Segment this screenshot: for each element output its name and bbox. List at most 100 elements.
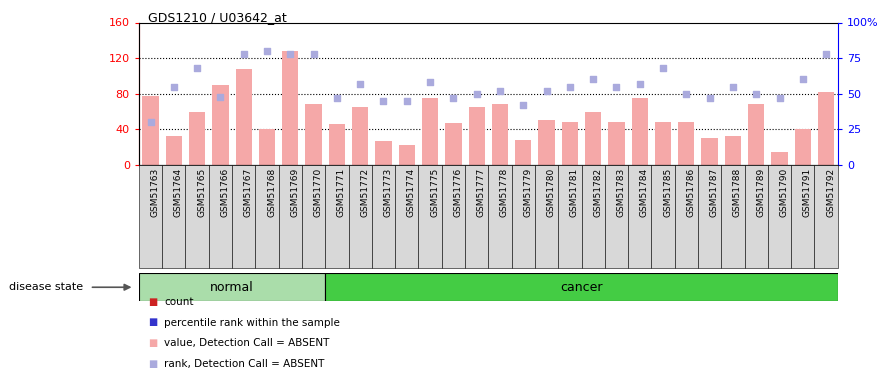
Point bbox=[376, 98, 391, 104]
Text: GSM51772: GSM51772 bbox=[360, 168, 369, 217]
Point bbox=[586, 76, 600, 82]
Bar bbox=[418, 165, 442, 268]
Bar bbox=[139, 165, 162, 268]
Bar bbox=[325, 273, 838, 301]
Bar bbox=[139, 273, 325, 301]
Bar bbox=[349, 165, 372, 268]
Text: GSM51763: GSM51763 bbox=[151, 168, 159, 217]
Bar bbox=[655, 122, 671, 165]
Bar bbox=[795, 129, 811, 165]
Point bbox=[679, 91, 694, 97]
Point bbox=[237, 51, 251, 57]
Text: ■: ■ bbox=[148, 318, 157, 327]
Bar bbox=[325, 165, 349, 268]
Bar bbox=[558, 165, 582, 268]
Bar bbox=[442, 165, 465, 268]
Text: GSM51767: GSM51767 bbox=[244, 168, 253, 217]
Bar bbox=[329, 124, 345, 165]
Bar bbox=[748, 104, 764, 165]
Text: GSM51780: GSM51780 bbox=[547, 168, 556, 217]
Text: ■: ■ bbox=[148, 297, 157, 307]
Point bbox=[470, 91, 484, 97]
Bar bbox=[771, 152, 788, 165]
Text: percentile rank within the sample: percentile rank within the sample bbox=[164, 318, 340, 327]
Text: GSM51788: GSM51788 bbox=[733, 168, 742, 217]
Bar bbox=[469, 107, 485, 165]
Bar bbox=[236, 69, 252, 165]
Bar bbox=[445, 123, 461, 165]
Text: count: count bbox=[164, 297, 194, 307]
Point bbox=[609, 84, 624, 90]
Bar bbox=[698, 165, 721, 268]
Text: GSM51783: GSM51783 bbox=[616, 168, 625, 217]
Text: GSM51790: GSM51790 bbox=[780, 168, 788, 217]
Point bbox=[493, 88, 507, 94]
Bar bbox=[768, 165, 791, 268]
Bar bbox=[212, 85, 228, 165]
Point bbox=[283, 51, 297, 57]
Point bbox=[306, 51, 321, 57]
Text: GSM51777: GSM51777 bbox=[477, 168, 486, 217]
Bar bbox=[488, 165, 512, 268]
Text: GSM51784: GSM51784 bbox=[640, 168, 649, 217]
Bar bbox=[814, 165, 838, 268]
Bar bbox=[791, 165, 814, 268]
Bar bbox=[282, 51, 298, 165]
Point bbox=[190, 65, 204, 71]
Bar bbox=[725, 136, 741, 165]
Text: GSM51778: GSM51778 bbox=[500, 168, 509, 217]
Bar bbox=[628, 165, 651, 268]
Bar bbox=[675, 165, 698, 268]
Bar bbox=[375, 141, 392, 165]
Bar bbox=[678, 122, 694, 165]
Text: GSM51791: GSM51791 bbox=[803, 168, 812, 217]
Text: GSM51786: GSM51786 bbox=[686, 168, 695, 217]
Bar bbox=[582, 165, 605, 268]
Bar bbox=[259, 129, 275, 165]
Text: GSM51776: GSM51776 bbox=[453, 168, 462, 217]
Bar bbox=[142, 96, 159, 165]
Text: GSM51785: GSM51785 bbox=[663, 168, 672, 217]
Text: GSM51773: GSM51773 bbox=[383, 168, 392, 217]
Text: GSM51775: GSM51775 bbox=[430, 168, 439, 217]
Point bbox=[167, 84, 181, 90]
Bar bbox=[465, 165, 488, 268]
Point bbox=[213, 94, 228, 100]
Text: GSM51766: GSM51766 bbox=[220, 168, 229, 217]
Point bbox=[726, 84, 740, 90]
Text: GDS1210 / U03642_at: GDS1210 / U03642_at bbox=[148, 11, 287, 24]
Point bbox=[702, 95, 717, 101]
Bar bbox=[209, 165, 232, 268]
Bar bbox=[721, 165, 745, 268]
Bar bbox=[302, 165, 325, 268]
Point bbox=[516, 102, 530, 108]
Bar bbox=[632, 98, 648, 165]
Point bbox=[260, 48, 274, 54]
Text: cancer: cancer bbox=[560, 280, 603, 294]
Text: GSM51787: GSM51787 bbox=[710, 168, 719, 217]
Bar bbox=[492, 104, 508, 165]
Text: disease state: disease state bbox=[9, 282, 83, 292]
Text: GSM51779: GSM51779 bbox=[523, 168, 532, 217]
Text: GSM51782: GSM51782 bbox=[593, 168, 602, 217]
Point bbox=[749, 91, 763, 97]
Text: GSM51765: GSM51765 bbox=[197, 168, 206, 217]
Bar bbox=[352, 107, 368, 165]
Text: GSM51771: GSM51771 bbox=[337, 168, 346, 217]
Bar bbox=[538, 120, 555, 165]
Bar bbox=[651, 165, 675, 268]
Point bbox=[796, 76, 810, 82]
Bar bbox=[232, 165, 255, 268]
Text: normal: normal bbox=[211, 280, 254, 294]
Point bbox=[563, 84, 577, 90]
Point bbox=[353, 81, 367, 87]
Bar bbox=[162, 165, 185, 268]
Bar bbox=[185, 165, 209, 268]
Text: GSM51764: GSM51764 bbox=[174, 168, 183, 217]
Text: GSM51769: GSM51769 bbox=[290, 168, 299, 217]
Bar bbox=[515, 140, 531, 165]
Text: GSM51792: GSM51792 bbox=[826, 168, 835, 217]
Point bbox=[446, 95, 461, 101]
Bar bbox=[399, 146, 415, 165]
Bar bbox=[372, 165, 395, 268]
